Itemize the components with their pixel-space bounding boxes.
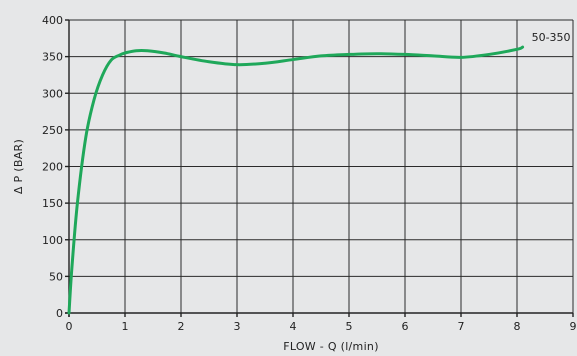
y-tick-label: 150 [42, 197, 63, 210]
series-line [67, 45, 525, 315]
y-tick-label: 0 [56, 307, 63, 320]
x-tick-label: 7 [458, 320, 465, 333]
y-tick-label: 300 [42, 87, 63, 100]
x-tick-label: 6 [402, 320, 409, 333]
y-tick-label: 250 [42, 124, 63, 137]
y-tick-label: 350 [42, 51, 63, 64]
grid [69, 19, 574, 313]
y-axis-title: Δ P (BAR) [12, 139, 25, 194]
x-axis-title: FLOW - Q (l/min) [283, 340, 379, 353]
y-tick-label: 200 [42, 161, 63, 174]
y-tick-label: 400 [42, 14, 63, 27]
y-tick-label: 50 [49, 270, 63, 283]
x-tick-label: 8 [514, 320, 521, 333]
x-tick-label: 9 [570, 320, 577, 333]
axes [65, 20, 573, 317]
x-tick-label: 2 [178, 320, 185, 333]
x-tick-label: 0 [66, 320, 73, 333]
x-tick-label: 5 [346, 320, 353, 333]
x-tick-label: 3 [234, 320, 241, 333]
series-label: 50-350 [532, 31, 571, 44]
series-group: 50-350 [67, 31, 571, 315]
x-tick-label: 1 [122, 320, 129, 333]
y-tick-label: 100 [42, 234, 63, 247]
x-tick-labels: 0 1 2 3 4 5 6 7 8 9 [66, 313, 577, 333]
y-tick-labels: 0 50 100 150 200 250 300 350 400 [42, 14, 69, 320]
x-tick-label: 4 [290, 320, 297, 333]
